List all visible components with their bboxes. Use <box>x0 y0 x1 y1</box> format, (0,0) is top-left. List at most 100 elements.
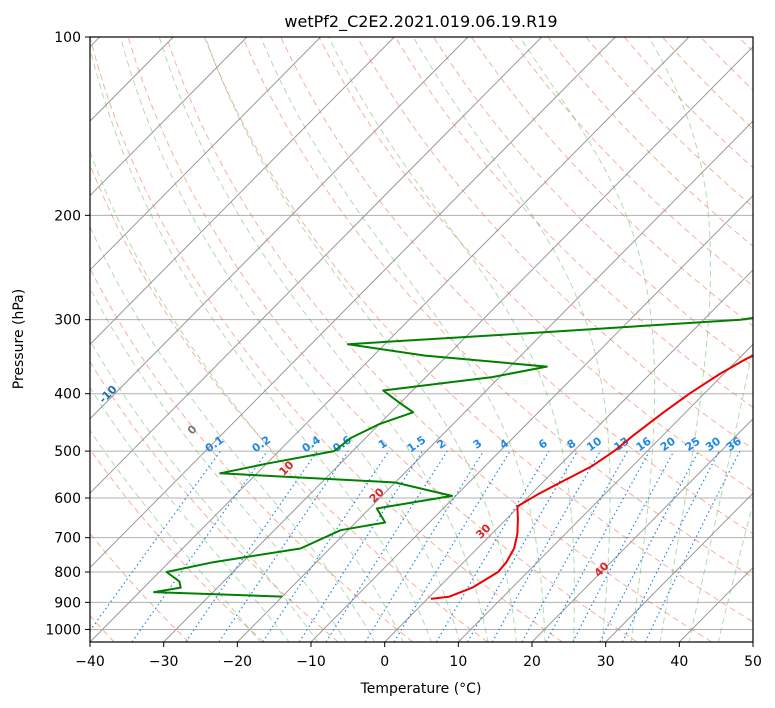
dry-adiabat-line <box>90 37 563 642</box>
x-axis-label: Temperature (°C) <box>360 681 482 697</box>
isotherm-line <box>236 120 753 642</box>
dry-adiabat-line <box>165 37 712 642</box>
moist-adiabat-line <box>90 386 290 642</box>
isotherm-line <box>90 37 469 420</box>
y-tick-label: 500 <box>54 444 81 460</box>
moist-adiabat-line <box>412 37 611 642</box>
mixing-ratio-line <box>262 450 390 642</box>
mixing-ratio-label: 8 <box>565 437 579 452</box>
plot-area: 0.10.20.40.611.52346810131620253036-100-… <box>90 37 753 642</box>
moist-adiabat-line <box>260 37 546 642</box>
dry-adiabat-line <box>356 37 753 450</box>
mixing-ratio-line <box>393 450 511 642</box>
mixing-ratio-line <box>131 450 268 642</box>
dry-adiabat-line <box>203 37 753 623</box>
dry-adiabat-line <box>509 37 753 287</box>
y-tick-label: 1000 <box>45 622 81 638</box>
mixing-ratio-label: 0.4 <box>300 433 324 455</box>
dry-adiabat-line <box>661 37 753 130</box>
temperature-profile-line <box>430 354 753 600</box>
mixing-ratio-line <box>325 450 448 642</box>
isotherm-line <box>90 37 690 642</box>
x-tick-label: 10 <box>449 654 467 670</box>
y-tick-label: 300 <box>54 313 81 329</box>
mixing-ratio-line <box>364 450 485 642</box>
plot-frame <box>89 36 754 643</box>
mixing-ratio-label: 0.2 <box>250 433 273 455</box>
mixing-ratio-label: 4 <box>497 437 511 452</box>
mixing-ratio-label: 1 <box>376 437 390 452</box>
moist-adiabat-line <box>90 46 432 642</box>
mixing-ratio-label: 6 <box>536 437 550 452</box>
y-tick-label: 200 <box>54 208 81 224</box>
dry-adiabat-line <box>394 37 753 409</box>
isotherm-line <box>752 641 753 642</box>
moist-adiabat-line <box>717 501 753 642</box>
dry-adiabat-line <box>623 37 753 169</box>
moist-adiabat-line <box>158 37 489 642</box>
moist-adiabat-line <box>688 344 753 642</box>
mixing-ratio-label: 1.5 <box>405 433 428 455</box>
isotherm-line <box>90 37 395 346</box>
dry-adiabat-label: 0 <box>185 422 200 437</box>
mixing-ratio-line <box>435 450 550 642</box>
y-tick-label: 400 <box>54 387 81 403</box>
dry-adiabat-line <box>738 37 753 53</box>
x-tick-label: −20 <box>223 654 253 670</box>
dry-adiabat-line <box>318 37 753 492</box>
isotherm-line <box>531 418 753 642</box>
dry-adiabat-line <box>432 37 753 368</box>
isotherm-line <box>384 269 753 642</box>
x-tick-label: 40 <box>670 654 688 670</box>
dry-adiabat-line <box>90 267 414 642</box>
y-axis-label: Pressure (hPa) <box>11 289 27 389</box>
mixing-ratio-label: 3 <box>471 437 485 452</box>
dry-adiabat-label: -10 <box>96 383 119 406</box>
x-axis: −40 −30 −20 −10 0 10 20 30 40 50 <box>75 642 762 670</box>
mixing-ratio-line <box>298 450 424 642</box>
x-tick-label: −40 <box>75 654 105 670</box>
y-tick-label: 700 <box>54 531 81 547</box>
mixing-ratio-line <box>644 450 741 642</box>
mixing-ratio-line <box>599 450 700 642</box>
mixing-ratio-line <box>521 450 629 642</box>
moist-adiabat-line <box>90 429 261 642</box>
isotherm-line <box>678 566 753 642</box>
x-tick-label: −30 <box>149 654 179 670</box>
dry-adiabat-line <box>471 37 753 327</box>
moist-adiabat-line <box>204 37 518 642</box>
x-tick-label: 30 <box>597 654 615 670</box>
x-tick-label: 0 <box>380 654 389 670</box>
isotherm-line <box>605 492 753 642</box>
dry-adiabat-line <box>242 37 753 579</box>
mixing-ratio-line <box>218 450 349 642</box>
isotherm-line <box>90 37 248 197</box>
moist-adiabat-line <box>90 225 376 642</box>
dry-adiabat-label: 20 <box>367 485 387 505</box>
moist-adiabat-line <box>90 150 404 642</box>
isotherm-line <box>457 343 753 642</box>
y-tick-label: 800 <box>54 565 81 581</box>
moist-adiabat-line <box>519 37 656 642</box>
dry-adiabat-line <box>127 37 638 642</box>
moist-adiabat-line <box>328 37 575 642</box>
mixing-ratio-line <box>185 450 318 642</box>
mixing-ratio-line <box>572 450 675 642</box>
moist-adiabat-line <box>120 37 461 642</box>
chart-title: wetPf2_C2E2.2021.019.06.19.R19 <box>284 12 557 32</box>
dewpoint-profile-line <box>153 316 753 598</box>
moist-adiabat-line <box>90 339 319 642</box>
y-tick-label: 100 <box>54 30 81 46</box>
dry-adiabat-label: 30 <box>473 521 493 541</box>
y-tick-label: 900 <box>54 595 81 611</box>
y-axis: 100 200 300 400 500 600 700 800 900 1000 <box>45 30 90 638</box>
isotherm-line <box>90 37 616 569</box>
y-tick-label: 600 <box>54 491 81 507</box>
x-tick-label: 20 <box>523 654 541 670</box>
isotherm-line <box>90 37 542 494</box>
moist-adiabat-line <box>648 37 711 642</box>
dry-adiabat-line <box>90 448 264 642</box>
moist-adiabat-line <box>90 287 347 642</box>
mixing-ratio-line <box>491 450 601 642</box>
